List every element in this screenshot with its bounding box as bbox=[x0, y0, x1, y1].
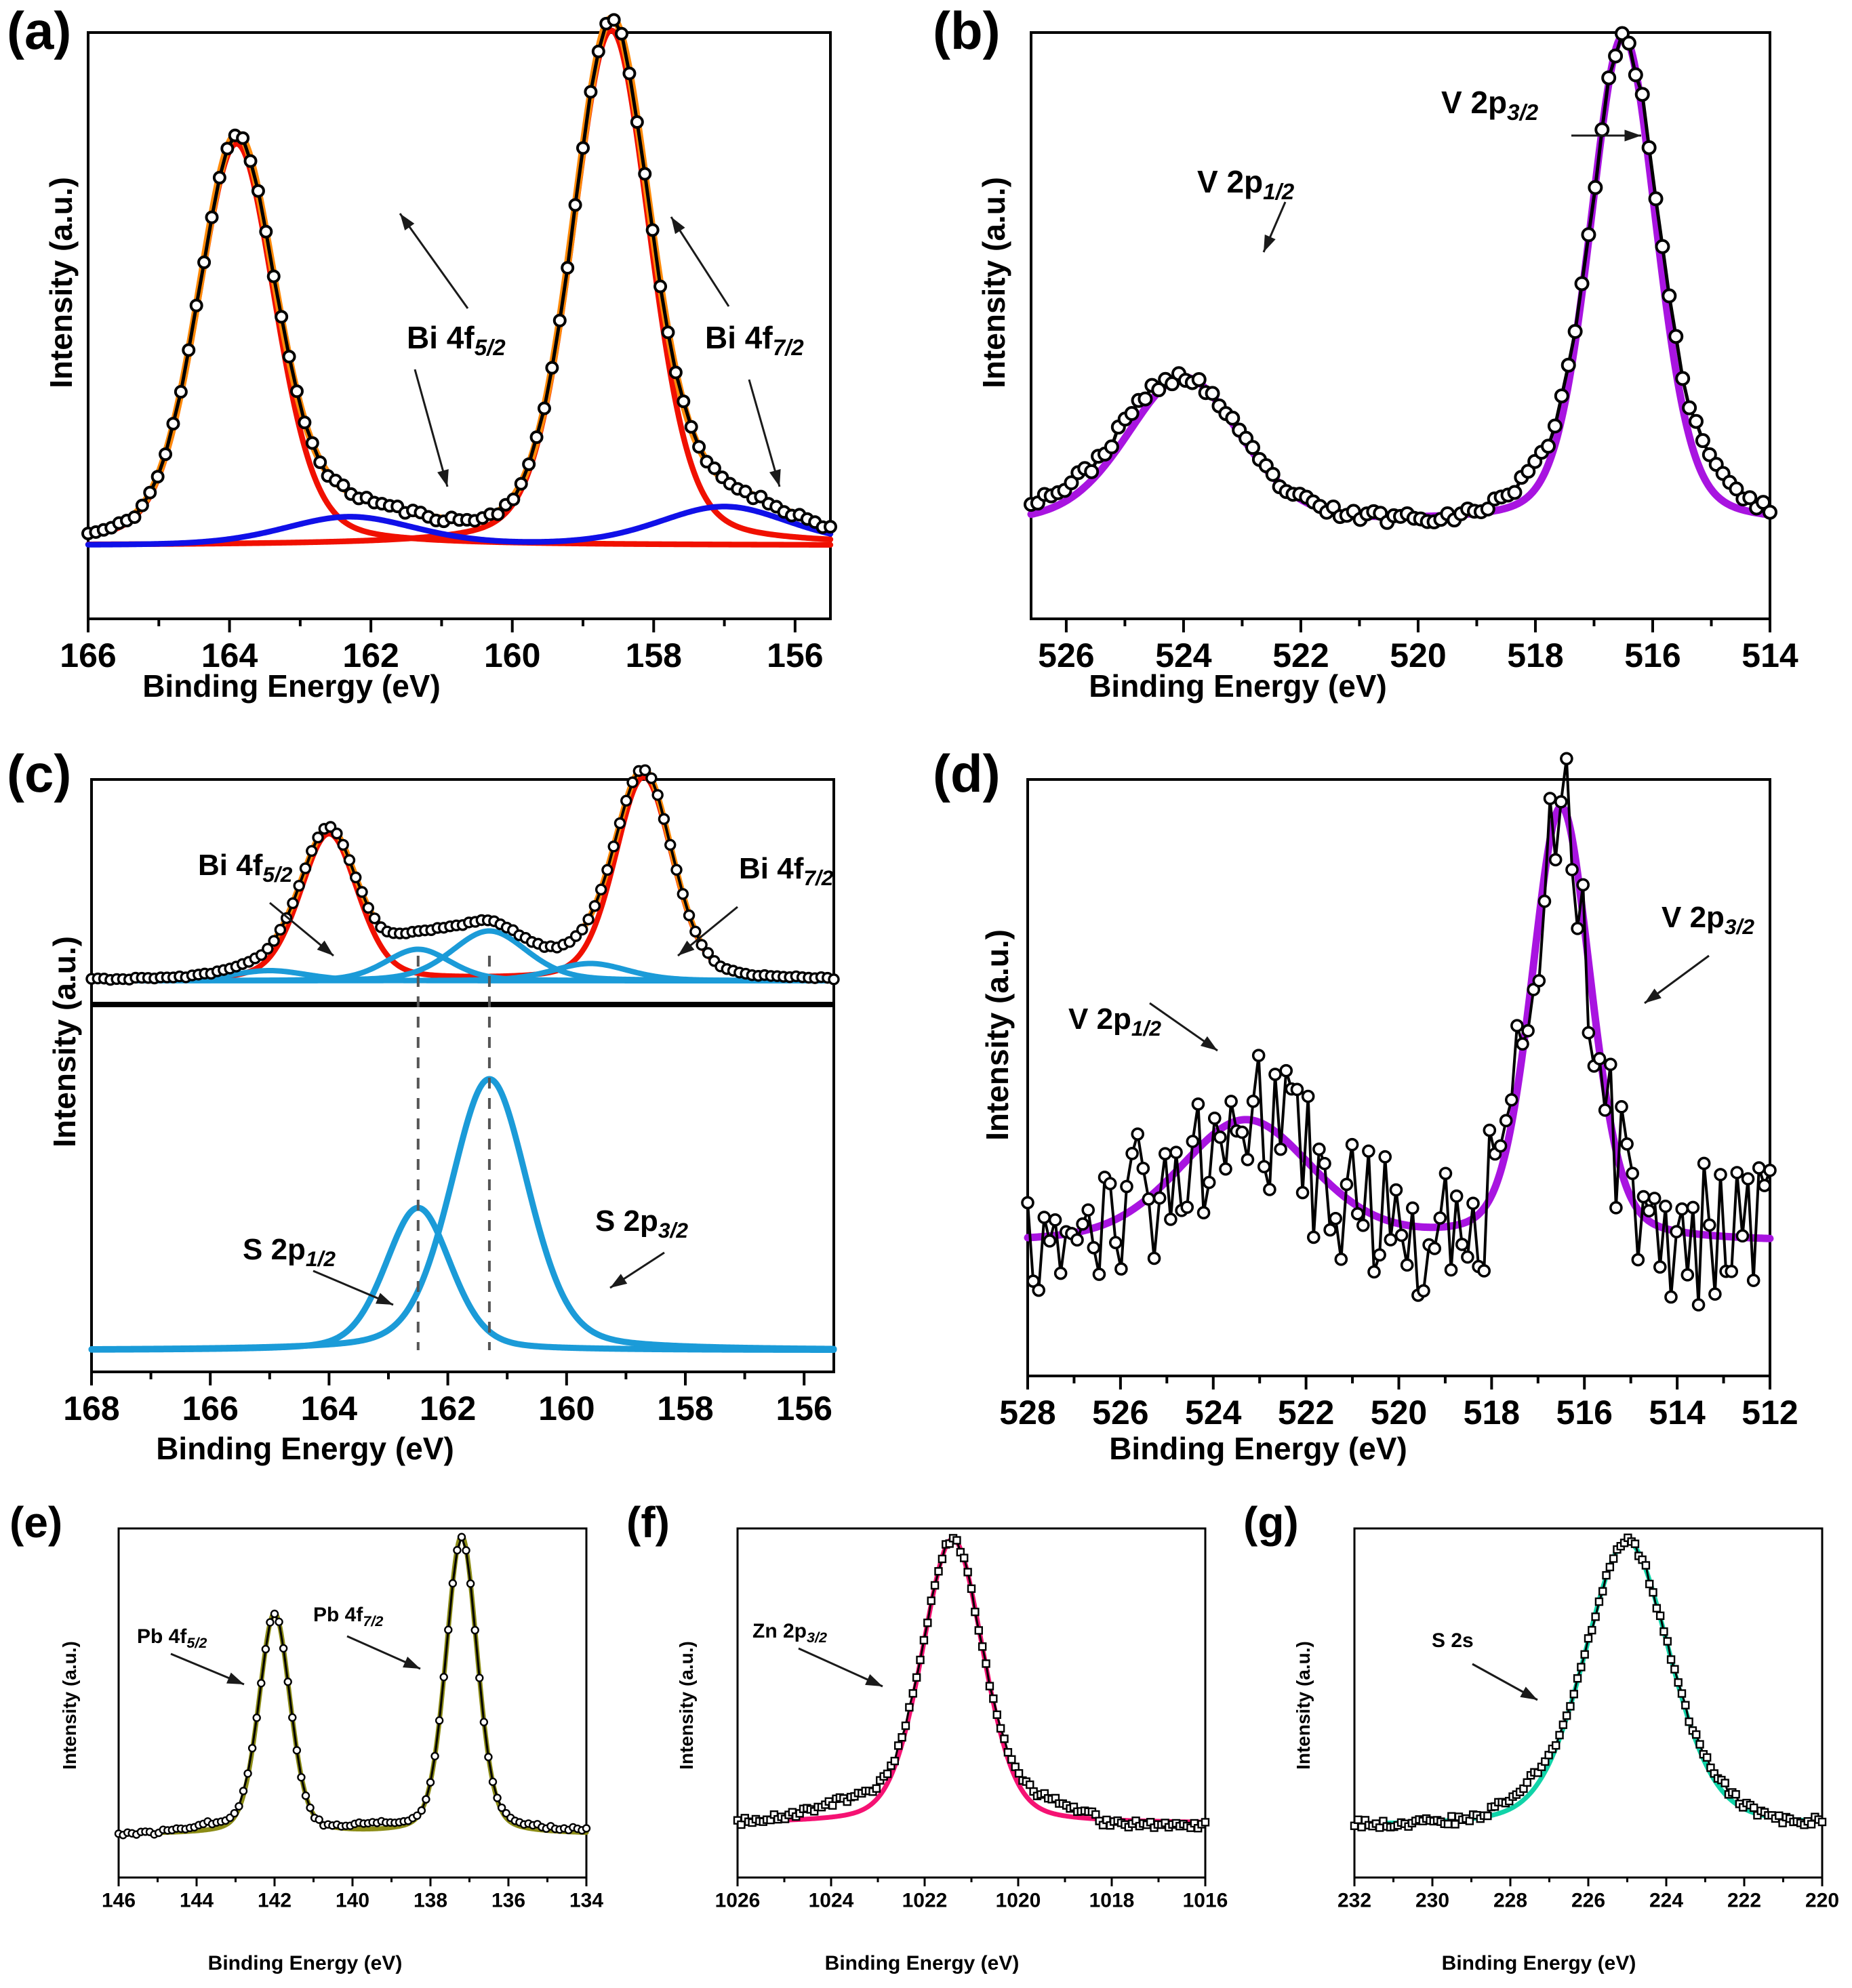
panel-a-annotation-bi4f72: Bi 4f7/2 bbox=[705, 320, 804, 361]
svg-text:166: 166 bbox=[182, 1389, 238, 1427]
svg-text:162: 162 bbox=[420, 1389, 476, 1427]
svg-text:222: 222 bbox=[1727, 1890, 1761, 1912]
svg-text:168: 168 bbox=[63, 1389, 119, 1427]
svg-text:136: 136 bbox=[491, 1890, 525, 1912]
svg-text:160: 160 bbox=[484, 636, 540, 674]
panel-f-x-title: Binding Energy (eV) bbox=[824, 1952, 1020, 1974]
panel-d-plot: 528 526 524 522 520 518 516 514 512 bbox=[999, 752, 1798, 1432]
svg-text:524: 524 bbox=[1185, 1394, 1242, 1432]
panel-a-x-title: Binding Energy (eV) bbox=[142, 668, 441, 704]
svg-text:166: 166 bbox=[60, 636, 116, 674]
panel-g-annotation-s2s: S 2s bbox=[1432, 1629, 1474, 1652]
svg-text:522: 522 bbox=[1278, 1394, 1334, 1432]
panel-d: (d) Intensity (a.u.) Binding Energy (eV)… bbox=[926, 732, 1852, 1491]
svg-text:512: 512 bbox=[1742, 1394, 1798, 1432]
svg-text:520: 520 bbox=[1371, 1394, 1427, 1432]
svg-text:158: 158 bbox=[657, 1389, 713, 1427]
panel-d-annotation-v2p12: V 2p1/2 bbox=[1068, 1002, 1161, 1040]
panel-g: (g) Intensity (a.u.) Binding Energy (eV)… bbox=[1234, 1491, 1852, 1988]
svg-text:528: 528 bbox=[999, 1394, 1055, 1432]
panel-f-annotation-zn2p32: Zn 2p3/2 bbox=[752, 1620, 828, 1646]
panel-c-plot: 168 166 164 162 160 158 156 bbox=[63, 764, 840, 1427]
svg-text:160: 160 bbox=[538, 1389, 595, 1427]
panel-c-label: (c) bbox=[7, 744, 72, 803]
svg-text:164: 164 bbox=[201, 636, 258, 674]
svg-text:224: 224 bbox=[1649, 1890, 1683, 1912]
panel-f-y-title: Intensity (a.u.) bbox=[676, 1641, 697, 1770]
panel-e-annotation-pb4f52: Pb 4f5/2 bbox=[137, 1625, 207, 1651]
panel-c-y-title: Intensity (a.u.) bbox=[47, 936, 82, 1148]
panel-e-x-title: Binding Energy (eV) bbox=[207, 1952, 403, 1974]
svg-text:220: 220 bbox=[1805, 1890, 1839, 1912]
panel-d-y-title: Intensity (a.u.) bbox=[980, 929, 1015, 1141]
svg-text:522: 522 bbox=[1272, 636, 1329, 674]
panel-d-x-title: Binding Energy (eV) bbox=[1109, 1431, 1407, 1466]
svg-text:1022: 1022 bbox=[902, 1890, 948, 1912]
panel-f-label: (f) bbox=[626, 1498, 670, 1547]
panel-c-x-title: Binding Energy (eV) bbox=[156, 1431, 454, 1466]
panel-e-plot: 146 144 142 140 138 136 134 bbox=[102, 1527, 603, 1912]
panel-b-label: (b) bbox=[933, 1, 1001, 60]
svg-text:1018: 1018 bbox=[1089, 1890, 1135, 1912]
panel-e-annotation-pb4f72: Pb 4f7/2 bbox=[313, 1604, 384, 1629]
panel-c-annotation-s2p32: S 2p3/2 bbox=[595, 1204, 688, 1242]
svg-text:230: 230 bbox=[1415, 1890, 1449, 1912]
svg-text:526: 526 bbox=[1092, 1394, 1148, 1432]
svg-text:1024: 1024 bbox=[809, 1890, 854, 1912]
svg-text:1020: 1020 bbox=[996, 1890, 1041, 1912]
svg-text:516: 516 bbox=[1556, 1394, 1613, 1432]
panel-b-plot: 526 524 522 520 518 516 514 bbox=[1024, 26, 1798, 674]
panel-a-y-title: Intensity (a.u.) bbox=[43, 177, 79, 388]
svg-text:156: 156 bbox=[767, 636, 823, 674]
panel-c-annotation-s2p12: S 2p1/2 bbox=[243, 1233, 336, 1271]
panel-a: (a) Intensity (a.u.) Binding Energy (eV)… bbox=[0, 0, 926, 732]
panel-b-annotation-v2p12: V 2p1/2 bbox=[1197, 164, 1295, 205]
svg-text:228: 228 bbox=[1493, 1890, 1527, 1912]
panel-g-plot: 232 230 228 226 224 222 220 bbox=[1337, 1527, 1839, 1912]
svg-text:516: 516 bbox=[1624, 636, 1680, 674]
panel-c: (c) Intensity (a.u.) Binding Energy (eV)… bbox=[0, 732, 926, 1491]
svg-text:514: 514 bbox=[1649, 1394, 1706, 1432]
panel-e-label: (e) bbox=[9, 1498, 63, 1547]
svg-text:142: 142 bbox=[258, 1890, 291, 1912]
panel-a-annotation-bi4f52: Bi 4f5/2 bbox=[407, 320, 506, 361]
svg-text:140: 140 bbox=[336, 1890, 369, 1912]
svg-text:514: 514 bbox=[1742, 636, 1798, 674]
svg-text:226: 226 bbox=[1571, 1890, 1605, 1912]
panel-b-x-title: Binding Energy (eV) bbox=[1089, 668, 1387, 704]
panel-d-annotation-v2p32: V 2p3/2 bbox=[1662, 901, 1754, 939]
panel-g-label: (g) bbox=[1243, 1498, 1299, 1547]
panel-f-plot: 1026 1024 1022 1020 1018 1016 bbox=[715, 1527, 1228, 1912]
panel-d-label: (d) bbox=[933, 744, 1001, 803]
svg-text:1016: 1016 bbox=[1183, 1890, 1228, 1912]
svg-text:520: 520 bbox=[1390, 636, 1446, 674]
svg-text:138: 138 bbox=[414, 1890, 447, 1912]
svg-text:526: 526 bbox=[1038, 636, 1094, 674]
panel-f: (f) Intensity (a.u.) Binding Energy (eV)… bbox=[617, 1491, 1234, 1988]
svg-text:156: 156 bbox=[776, 1389, 832, 1427]
svg-text:146: 146 bbox=[102, 1890, 136, 1912]
panel-a-label: (a) bbox=[7, 1, 72, 60]
panel-g-y-title: Intensity (a.u.) bbox=[1293, 1641, 1314, 1770]
panel-c-annotation-bi4f52: Bi 4f5/2 bbox=[198, 849, 293, 887]
svg-text:232: 232 bbox=[1337, 1890, 1371, 1912]
svg-text:162: 162 bbox=[342, 636, 399, 674]
panel-g-x-title: Binding Energy (eV) bbox=[1441, 1952, 1636, 1974]
svg-text:158: 158 bbox=[626, 636, 682, 674]
svg-text:524: 524 bbox=[1155, 636, 1212, 674]
panel-e-y-title: Intensity (a.u.) bbox=[59, 1641, 80, 1770]
panel-b: (b) Intensity (a.u.) Binding Energy (eV)… bbox=[926, 0, 1852, 732]
svg-text:1026: 1026 bbox=[715, 1890, 761, 1912]
svg-text:518: 518 bbox=[1464, 1394, 1520, 1432]
svg-text:518: 518 bbox=[1507, 636, 1563, 674]
panel-b-y-title: Intensity (a.u.) bbox=[976, 177, 1011, 388]
panel-e: (e) Intensity (a.u.) Binding Energy (eV)… bbox=[0, 1491, 617, 1988]
panel-c-annotation-bi4f72: Bi 4f7/2 bbox=[739, 852, 834, 890]
svg-text:164: 164 bbox=[301, 1389, 358, 1427]
panel-b-annotation-v2p32: V 2p3/2 bbox=[1441, 85, 1539, 126]
panel-a-plot: 166 164 162 160 158 156 bbox=[60, 13, 837, 674]
svg-text:134: 134 bbox=[569, 1890, 603, 1912]
svg-text:144: 144 bbox=[180, 1890, 214, 1912]
